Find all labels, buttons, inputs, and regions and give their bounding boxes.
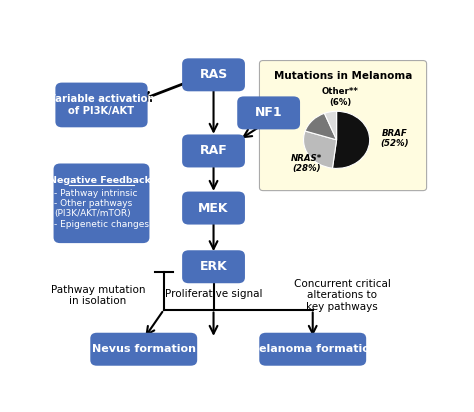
Text: Melanoma formation: Melanoma formation (248, 344, 378, 354)
FancyBboxPatch shape (259, 61, 427, 191)
Wedge shape (324, 111, 337, 140)
FancyBboxPatch shape (182, 192, 245, 225)
FancyBboxPatch shape (55, 82, 147, 127)
FancyBboxPatch shape (237, 96, 300, 129)
FancyBboxPatch shape (259, 333, 366, 366)
FancyBboxPatch shape (182, 134, 245, 167)
FancyBboxPatch shape (182, 250, 245, 283)
FancyBboxPatch shape (90, 333, 197, 366)
Text: RAF: RAF (200, 145, 228, 157)
Wedge shape (303, 131, 337, 168)
Text: Proliferative signal: Proliferative signal (165, 289, 262, 299)
Text: Nevus formation: Nevus formation (92, 344, 196, 354)
Wedge shape (332, 111, 370, 169)
FancyBboxPatch shape (182, 59, 245, 91)
Text: NRAS*
(28%): NRAS* (28%) (291, 154, 322, 173)
Text: RAS: RAS (200, 68, 228, 81)
Text: NF1
(14%): NF1 (14%) (266, 110, 294, 129)
Text: BRAF
(52%): BRAF (52%) (381, 129, 410, 148)
Text: Pathway mutation
in isolation: Pathway mutation in isolation (51, 285, 145, 306)
Wedge shape (305, 113, 337, 140)
Text: Mutations in Melanoma: Mutations in Melanoma (274, 71, 412, 81)
Text: ERK: ERK (200, 260, 228, 273)
FancyBboxPatch shape (54, 164, 149, 243)
Text: Variable activation
of PI3K/AKT: Variable activation of PI3K/AKT (48, 94, 155, 116)
Text: NF1: NF1 (255, 106, 283, 119)
Text: Concurrent critical
alterations to
key pathways: Concurrent critical alterations to key p… (294, 279, 391, 312)
Text: MEK: MEK (198, 201, 229, 215)
Text: Negative Feedback:: Negative Feedback: (49, 176, 155, 185)
Text: Other**
(6%): Other** (6%) (322, 87, 359, 107)
Text: - Pathway intrinsic
- Other pathways
(PI3K/AKT/mTOR)
- Epigenetic changes: - Pathway intrinsic - Other pathways (PI… (54, 189, 149, 229)
